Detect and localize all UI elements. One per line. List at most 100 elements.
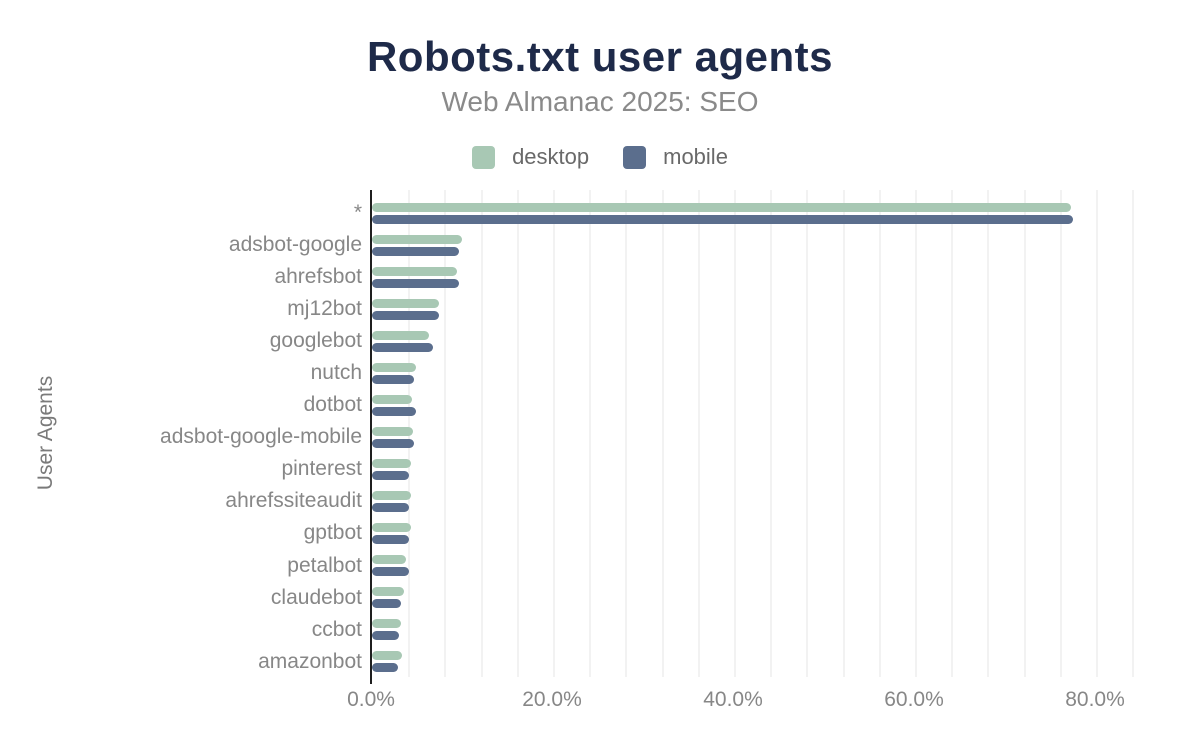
y-axis-line [370, 190, 372, 684]
gridline [516, 190, 519, 677]
desktop-bar[interactable] [372, 266, 458, 276]
gridline [734, 190, 736, 677]
bar-row-adsbot-google-mobile [372, 421, 1150, 453]
gridline [1132, 190, 1135, 677]
gridline [589, 190, 592, 677]
desktop-bar[interactable] [372, 458, 411, 468]
desktop-bar[interactable] [372, 651, 402, 661]
desktop-bar[interactable] [372, 362, 417, 372]
desktop-bar[interactable] [372, 555, 407, 565]
x-tick-label: 40.0% [703, 688, 763, 711]
bar-rows [372, 197, 1150, 678]
mobile-bar[interactable] [372, 534, 410, 544]
x-tick-label: 20.0% [522, 688, 582, 711]
chart-subtitle: Web Almanac 2025: SEO [441, 86, 759, 117]
desktop-bar[interactable] [372, 330, 429, 340]
bar-row-petalbot [372, 550, 1150, 582]
bar-row-amazonbot [372, 646, 1150, 678]
mobile-bar[interactable] [372, 438, 414, 448]
x-tick-label: 60.0% [884, 688, 944, 711]
mobile-swatch-icon [623, 145, 647, 169]
legend-label: mobile [663, 144, 728, 169]
chart-title: Robots.txt user agents [366, 33, 834, 80]
mobile-bar[interactable] [372, 502, 410, 512]
category-label: gptbot [303, 521, 362, 545]
category-label: ahrefsbot [274, 265, 362, 289]
desktop-bar[interactable] [372, 394, 412, 404]
mobile-bar[interactable] [372, 567, 410, 577]
mobile-bar[interactable] [372, 246, 459, 256]
gridline [951, 190, 954, 677]
gridline [987, 190, 990, 677]
gridline [1059, 190, 1062, 677]
bar-row-dotbot [372, 389, 1150, 421]
gridline [1096, 190, 1098, 677]
gridline [697, 190, 700, 677]
mobile-bar[interactable] [372, 406, 417, 416]
bar-row-ahrefssiteaudit [372, 485, 1150, 517]
mobile-bar[interactable] [372, 342, 433, 352]
gridline [480, 190, 483, 677]
category-label: adsbot-google [228, 233, 362, 257]
mobile-bar[interactable] [372, 278, 459, 288]
mobile-bar[interactable] [372, 599, 401, 609]
gridline [553, 190, 555, 677]
gridline [915, 190, 917, 677]
category-label: pinterest [281, 457, 362, 481]
mobile-bar[interactable] [372, 310, 439, 320]
category-label: * [353, 201, 362, 224]
x-tick-label: 0.0% [347, 688, 395, 711]
bar-row-pinterest [372, 453, 1150, 485]
desktop-bar[interactable] [372, 587, 404, 597]
bar-row-googlebot [372, 325, 1150, 357]
x-axis-tick-labels: 0.0% 20.0% 40.0% 60.0% 80.0% [0, 688, 1200, 716]
legend: desktop mobile [0, 142, 1200, 172]
desktop-bar[interactable] [372, 490, 411, 500]
x-tick-label: 80.0% [1065, 688, 1125, 711]
y-axis-labels: * adsbot-google ahrefsbot mj12bot googlebot n… [0, 197, 362, 678]
gridline [661, 190, 664, 677]
bar-row-mj12bot [372, 293, 1150, 325]
legend-label: desktop [512, 144, 590, 169]
category-label: googlebot [269, 329, 362, 353]
legend-item-mobile: mobile [623, 144, 728, 170]
desktop-bar[interactable] [372, 202, 1071, 212]
mobile-bar[interactable] [372, 631, 400, 641]
category-label: amazonbot [258, 649, 362, 673]
gridline [1023, 190, 1026, 677]
mobile-bar[interactable] [372, 374, 414, 384]
bar-row-adsbot-google [372, 229, 1150, 261]
desktop-bar[interactable] [372, 234, 462, 244]
gridline [878, 190, 881, 677]
category-label: dotbot [303, 393, 362, 417]
gridline [806, 190, 809, 677]
desktop-bar[interactable] [372, 426, 413, 436]
plot-area [370, 190, 1150, 684]
bar-row-star [372, 197, 1150, 229]
category-label: ahrefssiteaudit [225, 489, 362, 513]
mobile-bar[interactable] [372, 470, 410, 480]
bar-row-claudebot [372, 582, 1150, 614]
bar-row-ccbot [372, 614, 1150, 646]
bar-row-nutch [372, 357, 1150, 389]
gridline [842, 190, 845, 677]
gridline [625, 190, 628, 677]
bar-row-gptbot [372, 517, 1150, 549]
bar-row-ahrefsbot [372, 261, 1150, 293]
desktop-bar[interactable] [372, 522, 411, 532]
desktop-bar[interactable] [372, 298, 439, 308]
mobile-bar[interactable] [372, 214, 1074, 224]
desktop-swatch-icon [472, 145, 496, 169]
category-label: nutch [310, 361, 362, 385]
category-label: mj12bot [287, 297, 362, 321]
desktop-bar[interactable] [372, 619, 401, 629]
legend-item-desktop: desktop [472, 144, 589, 170]
category-label: ccbot [311, 617, 362, 641]
category-label: petalbot [287, 553, 362, 577]
gridline [444, 190, 447, 677]
mobile-bar[interactable] [372, 663, 399, 673]
gridline [770, 190, 773, 677]
category-label: claudebot [270, 585, 362, 609]
category-label: adsbot-google-mobile [160, 425, 362, 449]
